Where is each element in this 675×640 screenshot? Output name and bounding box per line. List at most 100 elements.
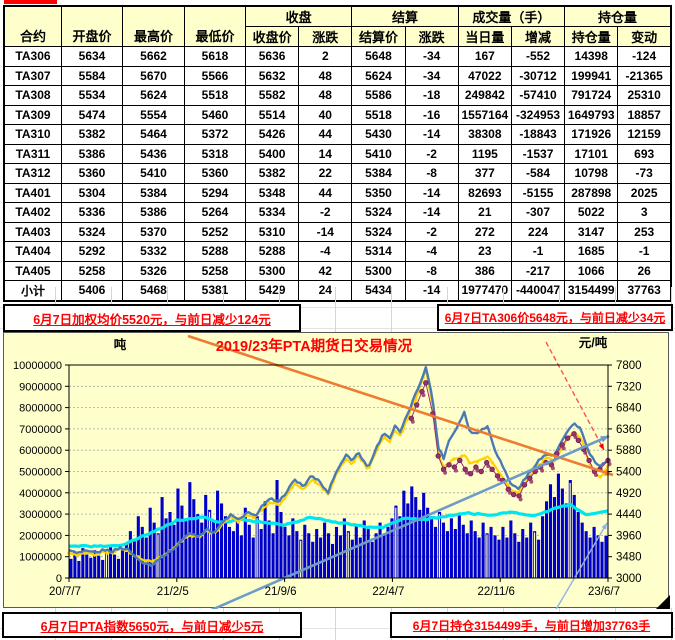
left-axis-tick-label: 6000000 — [19, 445, 62, 457]
volume-bar — [362, 520, 366, 578]
volume-bar — [263, 501, 267, 578]
value-cell: 5382 — [244, 163, 300, 184]
value-cell: -217 — [510, 260, 566, 281]
value-cell: 5022 — [564, 202, 619, 223]
value-cell: 5288 — [184, 241, 246, 262]
contract-cell: TA404 — [3, 241, 62, 262]
ta306-marker — [467, 470, 474, 477]
rising-trendline-lightblue-arrowhead — [601, 523, 607, 530]
contract-cell: TA405 — [3, 260, 62, 281]
volume-bar — [81, 548, 85, 578]
weighted-average-marker — [467, 461, 472, 465]
volume-bar — [453, 529, 457, 578]
holiday-gap — [300, 540, 302, 578]
ta306-marker — [478, 468, 484, 475]
volume-bar — [465, 533, 469, 578]
volume-bar — [572, 494, 576, 578]
ta306-marker — [421, 393, 426, 398]
x-axis-label: 22/4/7 — [372, 586, 404, 598]
table-row: TA312 5360 5410 5360 5382 22 5384 -8 377 -584 1079… — [3, 163, 672, 184]
weighted-average-marker — [105, 551, 110, 555]
volume-bar — [560, 488, 564, 578]
value-cell: 5336 — [61, 202, 123, 223]
column-header: 最高价 — [122, 5, 185, 47]
ta306-marker — [521, 482, 528, 488]
value-cell: 5410 — [122, 163, 185, 184]
holiday-gap — [347, 532, 349, 578]
ta306-marker — [423, 380, 429, 386]
value-cell: 5436 — [122, 143, 185, 164]
weighted-average-marker — [452, 457, 456, 461]
volume-bar — [390, 518, 394, 578]
volume-bar — [140, 526, 144, 578]
holiday-gap — [438, 513, 440, 578]
value-cell: 48 — [298, 85, 353, 106]
sub-column-header: 变动 — [617, 26, 672, 47]
value-cell: 5426 — [244, 124, 300, 145]
volume-bar — [600, 541, 604, 578]
volume-bar — [243, 507, 247, 578]
value-cell: 386 — [457, 260, 512, 281]
value-cell: 3 — [617, 202, 672, 223]
value-cell: 5258 — [184, 260, 246, 281]
volume-bar — [315, 529, 319, 578]
weighted-average-marker — [75, 553, 79, 557]
chart-title: 2019/23年PTA期货日交易情况 — [216, 337, 413, 355]
table-row: TA405 5258 5326 5258 5300 42 5300 -8 386 -217 1066… — [3, 260, 672, 281]
value-cell: 287898 — [564, 182, 619, 203]
right-axis-tick-label: 4440 — [616, 509, 642, 521]
volume-bar — [287, 535, 291, 578]
value-cell: 44 — [298, 124, 353, 145]
volume-bar — [461, 524, 465, 578]
volume-bar — [457, 514, 461, 578]
banner-ta306-price: 6月7日TA306价5648元，与前日减少34元 — [437, 304, 673, 331]
value-cell: 272 — [457, 221, 512, 242]
weighted-average-marker — [413, 398, 418, 402]
value-cell: 5334 — [244, 202, 300, 223]
weighted-average-marker — [544, 456, 549, 460]
value-cell: 5292 — [61, 241, 123, 262]
contract-cell: TA311 — [3, 143, 62, 164]
value-cell: 224 — [510, 221, 566, 242]
table-row: TA404 5292 5332 5288 5288 -4 5314 -4 23 -1 1685 -1 — [3, 241, 672, 262]
volume-bar — [319, 537, 323, 578]
banner-pta-index: 6月7日PTA指数5650元，与前日减少5元 — [2, 612, 302, 638]
volume-bar — [283, 526, 287, 578]
value-cell: -57410 — [510, 85, 566, 106]
contract-cell: TA309 — [3, 104, 62, 125]
sub-column-header: 增减 — [510, 26, 566, 47]
weighted-average-marker — [144, 559, 148, 563]
value-cell: -2 — [298, 202, 353, 223]
value-cell: -2 — [404, 143, 459, 164]
banner-open-interest: 6月7日持仓3154499手，与前日增加37763手 — [390, 612, 673, 638]
volume-bar — [168, 511, 172, 578]
value-cell: 3147 — [564, 221, 619, 242]
volume-bar — [220, 503, 224, 578]
right-axis-tick-label: 7800 — [616, 360, 642, 372]
weighted-average-marker — [298, 485, 302, 489]
volume-bar — [556, 473, 560, 578]
value-cell: -30712 — [510, 65, 566, 86]
left-axis-tick-label: 9000000 — [19, 381, 62, 393]
volume-bar — [307, 533, 311, 578]
value-cell: -14 — [404, 182, 459, 203]
volume-bar — [592, 526, 596, 578]
weighted-average-marker — [398, 432, 402, 437]
value-cell: 693 — [617, 143, 672, 164]
value-cell: 5618 — [184, 46, 246, 67]
left-axis-tick-label: 5000000 — [19, 467, 62, 479]
right-axis-tick-label: 3960 — [616, 530, 642, 542]
value-cell: -552 — [510, 46, 566, 67]
value-cell: 5386 — [61, 143, 123, 164]
value-cell: 48 — [298, 65, 353, 86]
value-cell: 14 — [298, 143, 353, 164]
value-cell: 5584 — [61, 65, 123, 86]
volume-bar — [73, 552, 77, 578]
volume-bar — [493, 535, 497, 578]
left-axis-tick-label: 1000000 — [19, 552, 62, 564]
chart-corner-mark — [656, 595, 670, 609]
red-top-bar — [4, 0, 57, 4]
value-cell: 171926 — [564, 124, 619, 145]
sub-column-header: 涨跌 — [298, 26, 353, 47]
